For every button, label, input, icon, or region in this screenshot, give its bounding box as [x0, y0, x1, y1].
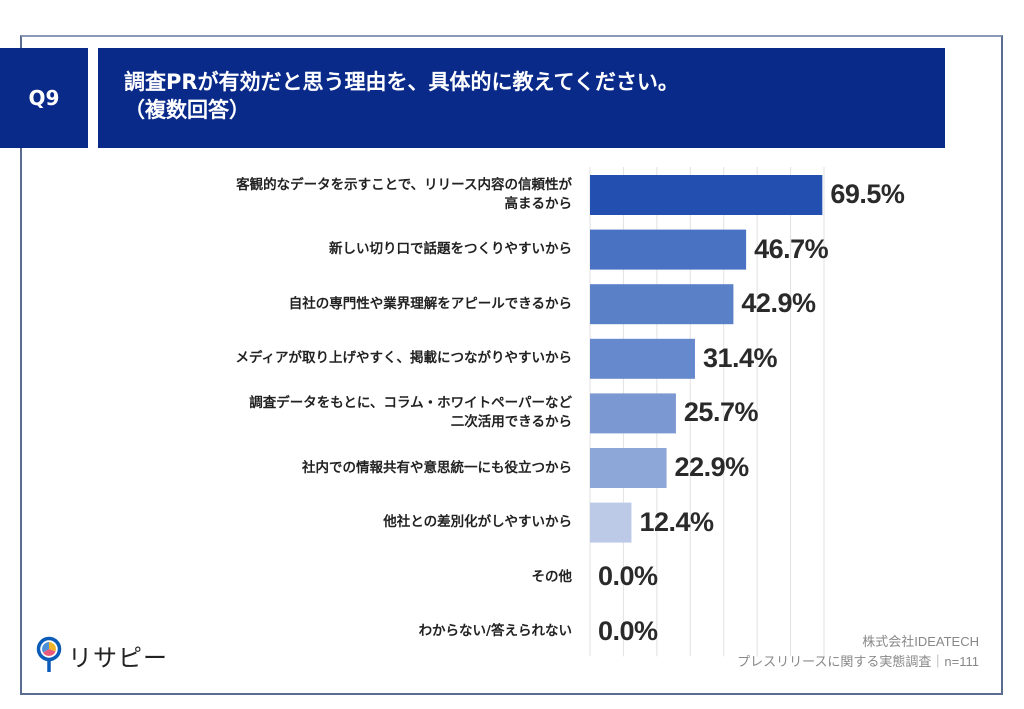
chart-frame [20, 35, 1003, 695]
data-label: 0.0% [598, 615, 658, 646]
category-label: 自社の専門性や業界理解をアピールできるから [288, 295, 572, 312]
question-title: 調査PRが有効だと思う理由を、具体的に教えてください。 （複数回答） [98, 48, 945, 148]
data-label: 31.4% [702, 342, 778, 373]
bar [590, 338, 695, 379]
bar [590, 175, 823, 215]
bar [590, 448, 667, 488]
category-label: 新しい切り口で話題をつくりやすいから [329, 241, 572, 258]
category-label: 調査データをもとに、コラム・ホワイトペーパーなど 二次活用できるから [249, 395, 572, 431]
category-label: その他 [531, 568, 573, 585]
category-label: 社内での情報共有や意思統一にも役立つから [302, 459, 572, 476]
data-label: 46.7% [754, 233, 829, 264]
data-label: 42.9% [741, 288, 816, 319]
logo-pin-icon [36, 636, 62, 672]
data-label: 0.0% [598, 561, 658, 592]
logo-text: リサピー [68, 643, 168, 672]
category-label: 客観的なデータを示すことで、リリース内容の信頼性が 高まるから [236, 177, 572, 212]
category-label: メディアが取り上げやすく、掲載につながりやすいから [235, 350, 572, 367]
title-line-2: （複数回答） [124, 98, 250, 122]
bar [590, 502, 632, 543]
category-label: わからない/答えられない [418, 623, 572, 640]
bar [590, 284, 734, 325]
data-label: 22.9% [674, 452, 750, 482]
footer-survey: プレスリリースに関する実態調査｜n=111 [737, 654, 979, 669]
data-label: 12.4% [639, 506, 714, 537]
footer: 株式会社IDEATECH プレスリリースに関する実態調査｜n=111 [737, 632, 979, 672]
category-label: 他社との差別化がしやすいから [383, 514, 572, 531]
data-label: 69.5% [830, 179, 905, 209]
bar [590, 393, 676, 434]
bar [590, 229, 747, 270]
question-number: Q9 [0, 48, 88, 148]
data-label: 25.7% [683, 397, 759, 428]
title-line-1: 調査PRが有効だと思う理由を、具体的に教えてください。 [124, 70, 679, 94]
footer-company: 株式会社IDEATECH [862, 634, 979, 649]
logo: リサピー [36, 636, 168, 674]
